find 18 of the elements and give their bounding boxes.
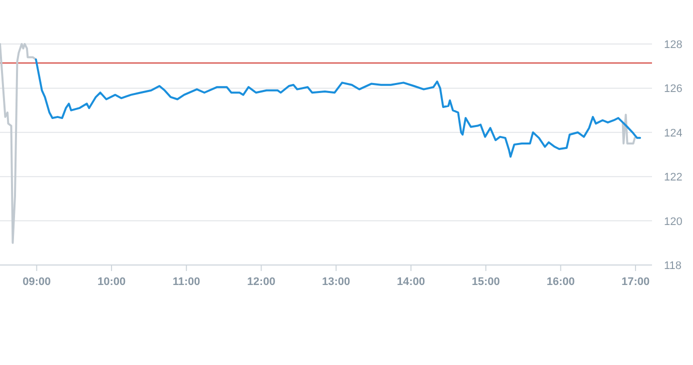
x-tick-label: 13:00: [322, 276, 350, 288]
y-tick-label: 128: [664, 39, 682, 51]
x-tick-label: 10:00: [97, 276, 126, 288]
line-series: [622, 114, 636, 144]
line-series: [34, 58, 642, 158]
x-tick-label: 12:00: [247, 276, 276, 288]
y-tick-label: 120: [664, 216, 682, 228]
y-tick-label: 126: [664, 83, 682, 96]
y-tick-label: 122: [664, 172, 682, 184]
x-tick-label: 17:00: [621, 276, 650, 288]
x-tick-label: 11:00: [172, 276, 200, 288]
x-tick-label: 14:00: [396, 276, 426, 288]
y-tick-label: 124: [664, 127, 682, 140]
x-tick-label: 16:00: [546, 276, 575, 288]
x-tick-label: 09:00: [22, 276, 51, 288]
x-tick-label: 15:00: [472, 276, 500, 288]
line-series: [0, 43, 37, 244]
y-tick-label: 118: [664, 260, 682, 272]
